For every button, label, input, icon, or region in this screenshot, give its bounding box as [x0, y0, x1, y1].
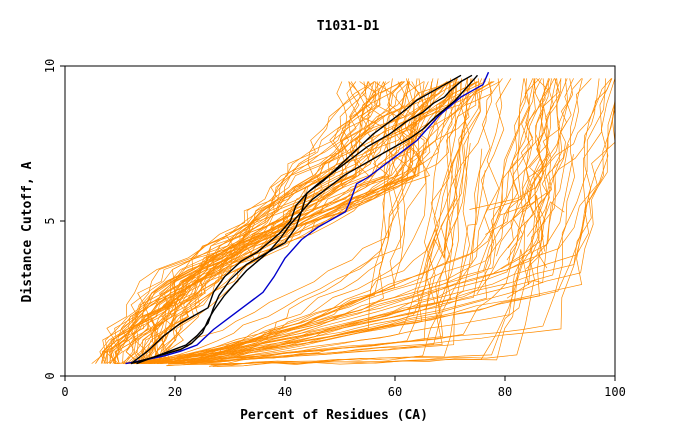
background-model-curve: [166, 170, 486, 367]
x-tick-label: 60: [388, 385, 402, 399]
background-model-curve: [129, 78, 410, 364]
y-tick-label: 10: [43, 59, 57, 73]
background-model-curve: [526, 78, 554, 237]
background-model-curve: [140, 78, 549, 364]
y-axis-label: Distance Cutoff, A: [20, 161, 35, 302]
x-tick-label: 20: [168, 385, 182, 399]
blue-series-line: [125, 71, 490, 365]
background-model-curve: [178, 78, 452, 364]
background-model-curve: [190, 78, 503, 364]
background-model-curve: [114, 81, 424, 364]
background-model-curve: [533, 78, 548, 269]
x-axis-ticks: 0 20 40 60 80 100: [61, 376, 626, 399]
background-model-curve: [501, 78, 574, 270]
background-model-curve: [511, 78, 551, 293]
background-model-curve: [128, 81, 390, 364]
y-tick-label: 5: [43, 217, 57, 224]
background-model-curve: [105, 81, 384, 364]
background-model-curve: [526, 78, 557, 270]
y-axis-ticks: 0 5 10: [43, 59, 65, 380]
background-model-curve: [134, 78, 613, 364]
chart-title: T1031-D1: [317, 19, 380, 34]
background-model-curve: [476, 78, 549, 295]
highlighted-series-curves: [125, 71, 490, 365]
x-tick-label: 80: [498, 385, 512, 399]
background-model-curve: [99, 81, 357, 364]
background-model-curve: [160, 78, 534, 364]
background-model-curve: [144, 78, 535, 364]
background-model-curve: [133, 81, 402, 364]
background-model-curve: [122, 81, 404, 364]
background-model-curve: [488, 78, 582, 211]
background-model-curve: [146, 81, 429, 364]
background-model-curve: [110, 81, 386, 364]
black-series-line: [136, 74, 473, 365]
background-model-curve: [158, 81, 449, 364]
background-model-curve: [114, 78, 483, 364]
background-model-curve: [167, 129, 463, 365]
background-model-curve: [499, 78, 612, 216]
black-series-line: [130, 74, 479, 365]
background-model-curve: [151, 81, 411, 364]
x-tick-label: 40: [278, 385, 292, 399]
background-model-curve: [126, 81, 454, 364]
x-tick-label: 100: [604, 385, 626, 399]
background-model-curve: [209, 159, 454, 367]
background-model-curve: [183, 195, 545, 366]
background-model-curve: [120, 81, 368, 364]
background-model-curve: [125, 78, 616, 364]
background-model-curve: [493, 78, 592, 274]
black-series-line: [130, 74, 462, 365]
background-model-curve: [506, 78, 574, 299]
background-model-curve: [156, 78, 600, 364]
background-model-curve: [95, 81, 377, 364]
background-model-curve: [116, 78, 457, 364]
background-model-curve: [137, 78, 492, 364]
background-model-curve: [138, 78, 418, 364]
background-model-curve: [125, 81, 494, 364]
x-tick-label: 0: [61, 385, 68, 399]
background-model-curve: [157, 81, 405, 364]
y-tick-label: 0: [43, 372, 57, 379]
background-model-curve: [190, 78, 512, 364]
background-model-curve: [143, 81, 448, 364]
background-model-curve: [142, 81, 375, 364]
background-model-curves: [91, 78, 616, 367]
background-model-curve: [469, 78, 612, 210]
background-model-curve: [153, 81, 377, 364]
background-model-curve: [210, 143, 471, 366]
background-model-curve: [125, 81, 361, 364]
background-model-curve: [507, 78, 542, 266]
x-axis-label: Percent of Residues (CA): [240, 408, 428, 423]
background-model-curve: [156, 78, 473, 364]
background-model-curve: [105, 81, 493, 364]
background-model-curve: [157, 81, 370, 364]
background-model-curve: [155, 81, 431, 364]
background-model-curve: [216, 201, 565, 367]
background-model-curve: [190, 78, 616, 364]
background-model-curve: [212, 144, 569, 367]
